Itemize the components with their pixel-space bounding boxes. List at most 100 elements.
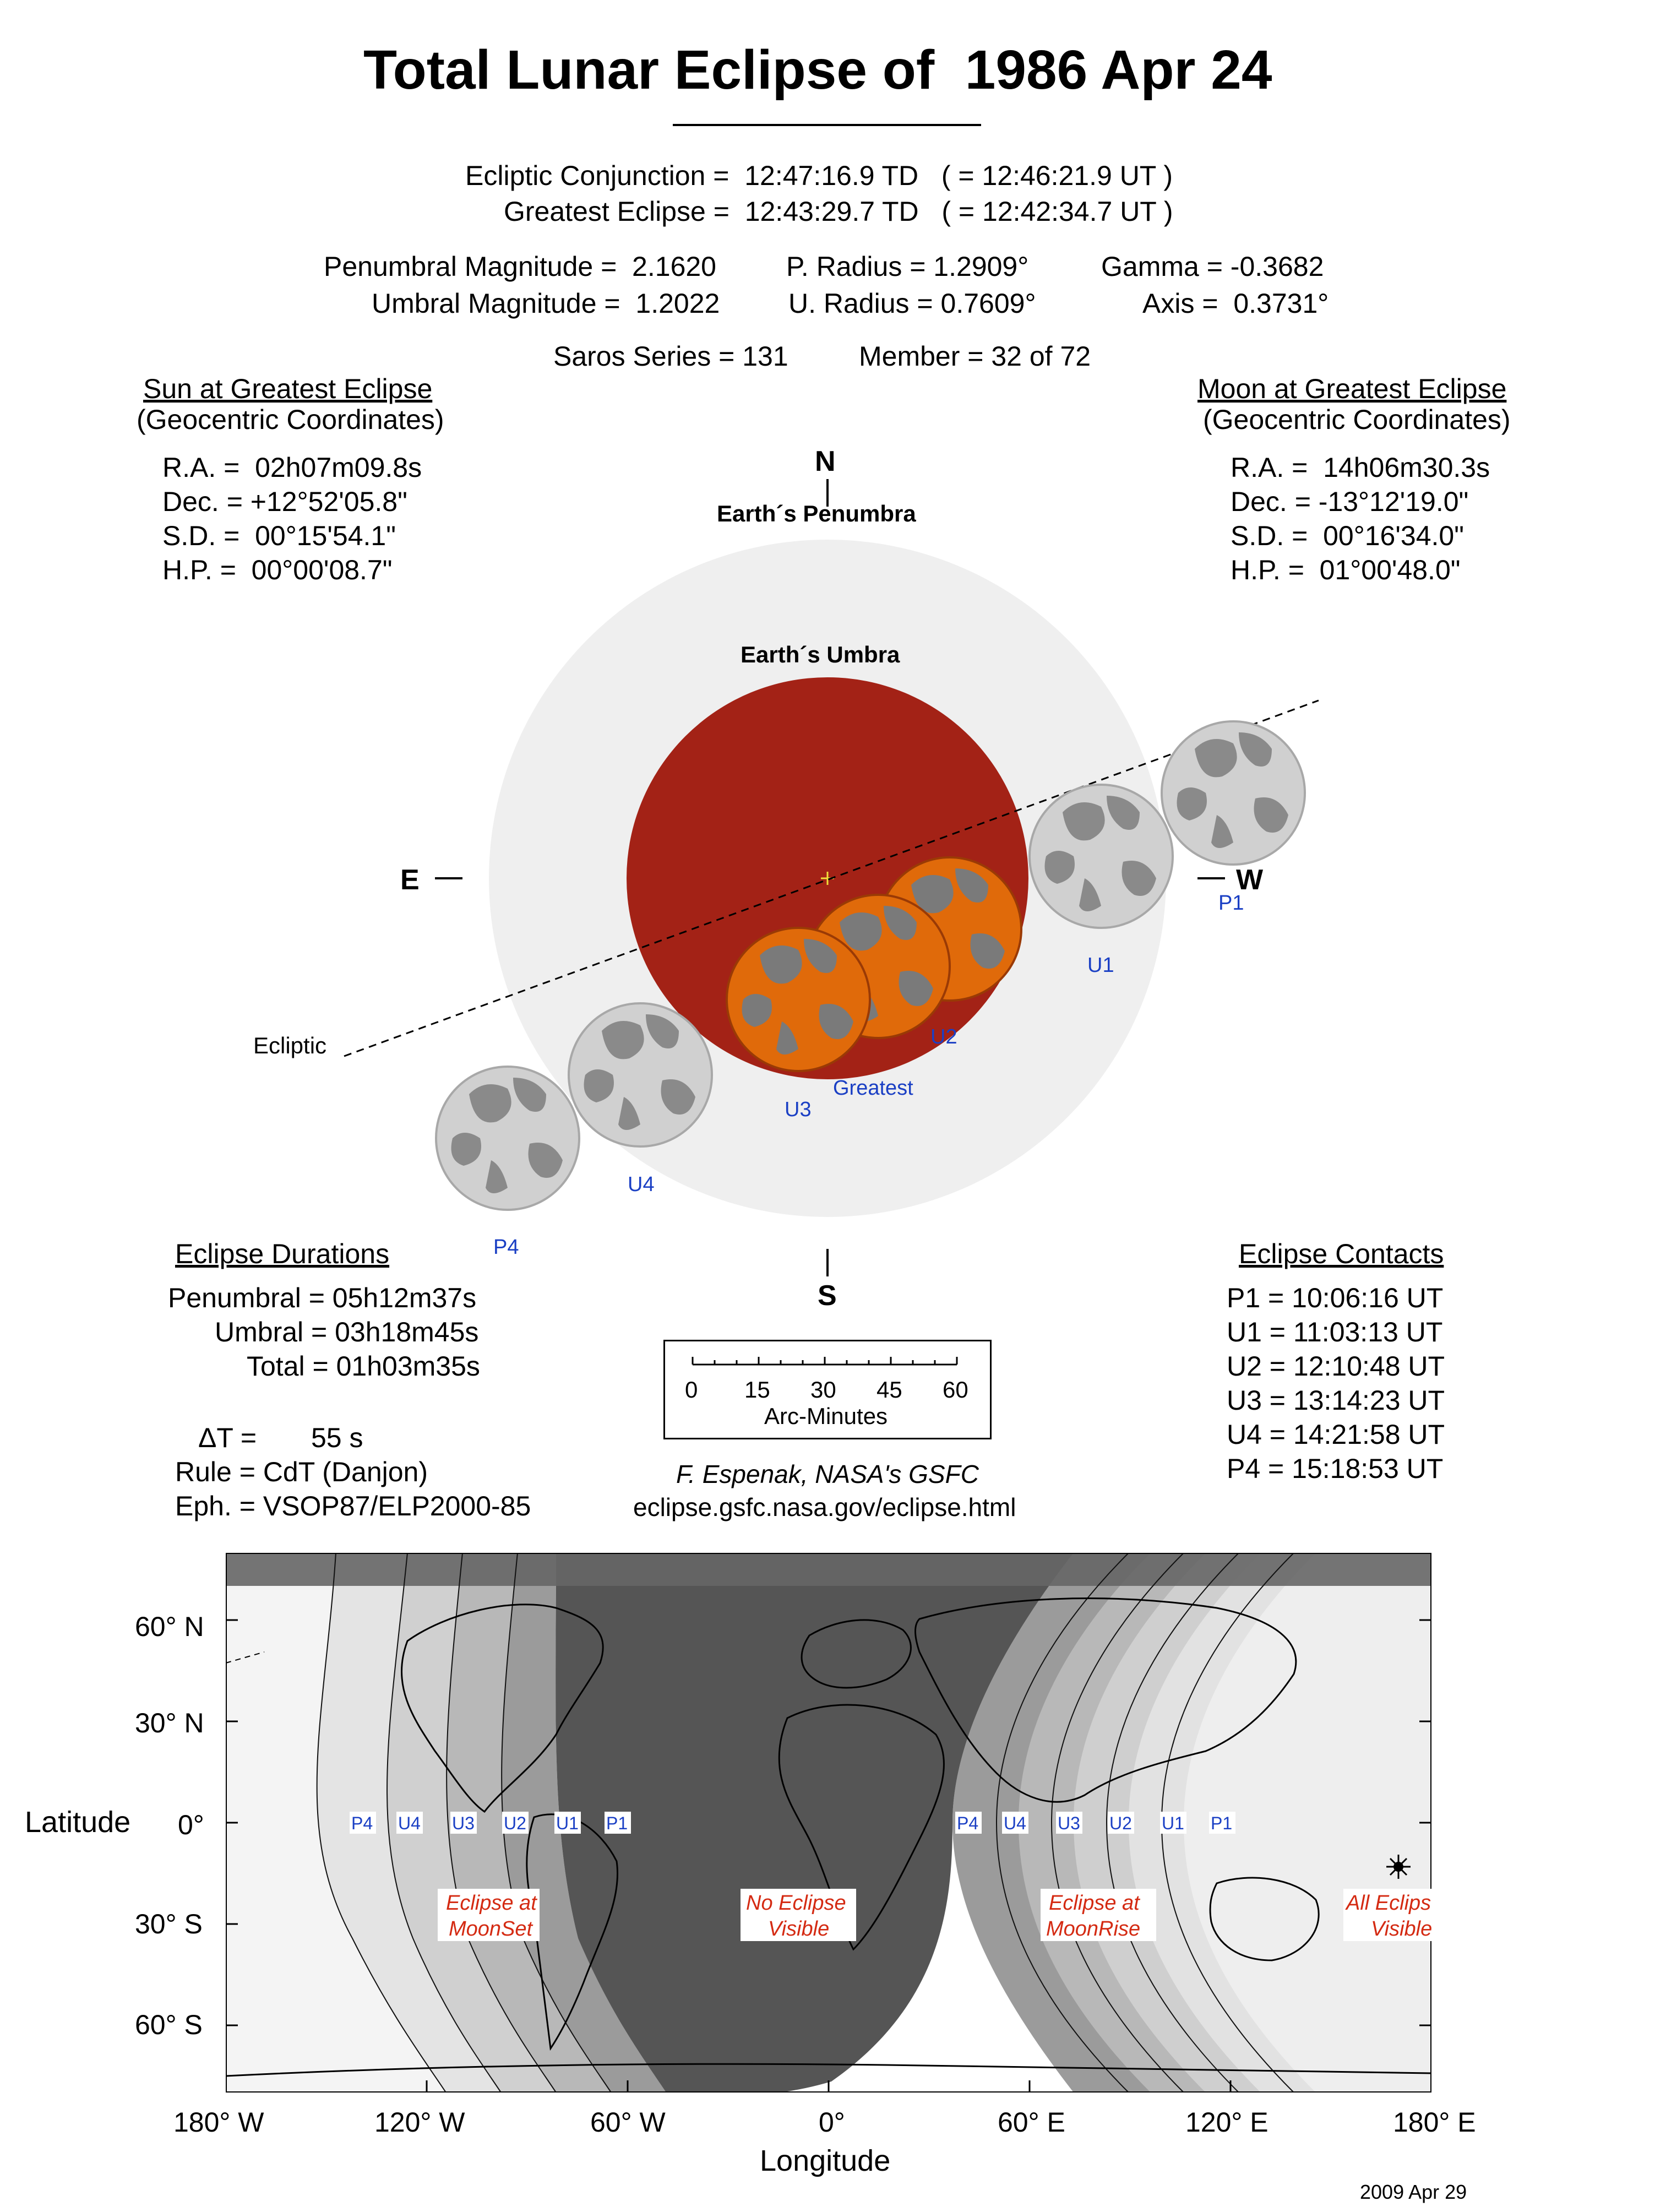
antarctica-outline [226, 2063, 1431, 2077]
contact-u4: U4 = 14:21:58 UT [1227, 1419, 1445, 1450]
scale-label: Arc-Minutes [764, 1403, 888, 1429]
map-label-p4-east: P4 [957, 1813, 978, 1833]
map-ylabel: Latitude [25, 1806, 131, 1839]
sun-marker [1386, 1855, 1411, 1879]
scale-tick-30: 30 [810, 1377, 836, 1403]
map-label-u2-east: U2 [1109, 1813, 1132, 1833]
sun-dec: Dec. = +12°52'05.8" [162, 486, 407, 517]
moon-hp: H.P. = 01°00'48.0" [1231, 555, 1461, 585]
map-xlabel: Longitude [760, 2144, 891, 2177]
moon-sd: S.D. = 00°16'34.0" [1231, 520, 1464, 551]
region-set-line1: Eclipse at [446, 1892, 537, 1915]
rule: Rule = CdT (Danjon) [175, 1456, 428, 1487]
band-set-p4 [226, 1553, 446, 2093]
ecliptic-line [344, 699, 1319, 1057]
penumbra-label: Earth´s Penumbra [717, 501, 916, 526]
moon-ra: R.A. = 14h06m30.3s [1231, 452, 1490, 483]
greatest-eclipse-time: Greatest Eclipse = 12:43:29.7 TD ( = 12:… [504, 196, 1173, 227]
lon-tick-180e: 180° E [1393, 2107, 1476, 2138]
contact-p1: P1 = 10:06:16 UT [1227, 1282, 1444, 1313]
band-set-u4 [317, 1553, 501, 2093]
credit-url: eclipse.gsfc.nasa.gov/eclipse.html [633, 1493, 1016, 1521]
greatest-label: Greatest [833, 1077, 913, 1100]
lon-tick-60w: 60° W [590, 2107, 666, 2138]
delta-t-value: 55 s [311, 1422, 363, 1453]
delta-t-label: ΔT = [198, 1422, 257, 1453]
eclipse-diagram: N S E W Earth´s Penumbra Earth´s Umbra E… [253, 445, 1319, 1311]
region-none-line1: No Eclipse [746, 1892, 846, 1915]
contact-p4: P4 = 15:18:53 UT [1227, 1453, 1444, 1484]
lon-tick-60e: 60° E [998, 2107, 1065, 2138]
map-label-u1-west: U1 [556, 1813, 579, 1833]
lat-tick-30s: 30° S [135, 1909, 203, 1939]
saros-member: Member = 32 of 72 [859, 341, 1091, 372]
band-rise-u4 [952, 1553, 1151, 2093]
contact-u3: U3 = 13:14:23 UT [1227, 1385, 1445, 1416]
moon-heading: Moon at Greatest Eclipse [1197, 373, 1507, 404]
map-label-u3-west: U3 [452, 1813, 475, 1833]
region-rise-line2: MoonRise [1046, 1917, 1140, 1941]
sun-subheading: (Geocentric Coordinates) [137, 404, 444, 435]
scale-tick-60: 60 [943, 1377, 968, 1403]
map-label-u4-east: U4 [1004, 1813, 1026, 1833]
map-label-p4-west: P4 [351, 1813, 373, 1833]
lon-tick-120w: 120° W [374, 2107, 465, 2138]
axis: Axis = 0.3731° [1142, 288, 1329, 319]
umbral-magnitude: Umbral Magnitude = 1.2022 [372, 288, 720, 319]
contact-label-u4: U4 [628, 1173, 655, 1196]
contact-label-u2: U2 [930, 1025, 957, 1048]
moon-u1 [1028, 784, 1174, 929]
scale-box: 0 15 30 45 60 Arc-Minutes [663, 1340, 992, 1439]
region-all-line2: Visible [1371, 1917, 1431, 1941]
page-title: Total Lunar Eclipse of 1986 Apr 24 [363, 39, 1272, 101]
contact-label-u1: U1 [1087, 954, 1114, 977]
contact-label-p1: P1 [1218, 892, 1244, 915]
scale-tick-0: 0 [685, 1377, 698, 1403]
credit-author: F. Espenak, NASA's GSFC [676, 1460, 979, 1488]
sun-sd: S.D. = 00°15'54.1" [162, 520, 396, 551]
east-label: E [400, 864, 420, 896]
lat-tick-30n: 30° N [135, 1708, 204, 1738]
lon-tick-120e: 120° E [1185, 2107, 1269, 2138]
contact-u2: U2 = 12:10:48 UT [1227, 1351, 1445, 1382]
scale-tick-15: 15 [744, 1377, 770, 1403]
asia-outline [914, 1597, 1297, 1803]
band-rise-p1 [1162, 1553, 1431, 2093]
region-rise-line1: Eclipse at [1049, 1892, 1140, 1915]
contact-u1: U1 = 11:03:13 UT [1227, 1317, 1443, 1347]
map-label-u1-east: U1 [1162, 1813, 1184, 1833]
region-no-eclipse [556, 1553, 1074, 2093]
sun-heading: Sun at Greatest Eclipse [143, 373, 433, 404]
europe-outline [801, 1619, 912, 1689]
moon-u4 [568, 1002, 713, 1148]
saros-series: Saros Series = 131 [553, 341, 788, 372]
lon-tick-180w: 180° W [173, 2107, 264, 2138]
contact-label-p4: P4 [493, 1236, 519, 1259]
south-label: S [818, 1280, 837, 1311]
duration-penumbral: Penumbral = 05h12m37s [168, 1282, 477, 1313]
scale-tick-45: 45 [877, 1377, 902, 1403]
duration-umbral: Umbral = 03h18m45s [215, 1317, 479, 1347]
map-label-u3-east: U3 [1058, 1813, 1080, 1833]
map-label-u2-west: U2 [504, 1813, 526, 1833]
moon-dec: Dec. = -13°12'19.0" [1231, 486, 1469, 517]
region-all-line1: All Eclipse [1345, 1892, 1431, 1915]
map-ecliptic-stub [226, 1651, 265, 1664]
moon-p4 [435, 1066, 580, 1211]
gamma: Gamma = -0.3682 [1101, 251, 1324, 282]
map-label-p1-west: P1 [606, 1813, 628, 1833]
sun-hp: H.P. = 00°00'08.7" [162, 555, 393, 585]
duration-total: Total = 01h03m35s [247, 1351, 480, 1382]
ecliptic-conjunction: Ecliptic Conjunction = 12:47:16.9 TD ( =… [465, 160, 1173, 191]
map-label-p1-east: P1 [1211, 1813, 1232, 1833]
contact-label-u3: U3 [785, 1098, 812, 1121]
band-set-u3 [387, 1553, 556, 2093]
map-label-u4-west: U4 [398, 1813, 421, 1833]
scale-bar [692, 1357, 958, 1366]
contacts-heading: Eclipse Contacts [1239, 1238, 1444, 1269]
west-label: W [1236, 864, 1264, 896]
moon-subheading: (Geocentric Coordinates) [1203, 404, 1511, 435]
moon-u3 [726, 927, 871, 1072]
north-america-outline [401, 1604, 604, 1813]
north-label: N [815, 445, 836, 477]
